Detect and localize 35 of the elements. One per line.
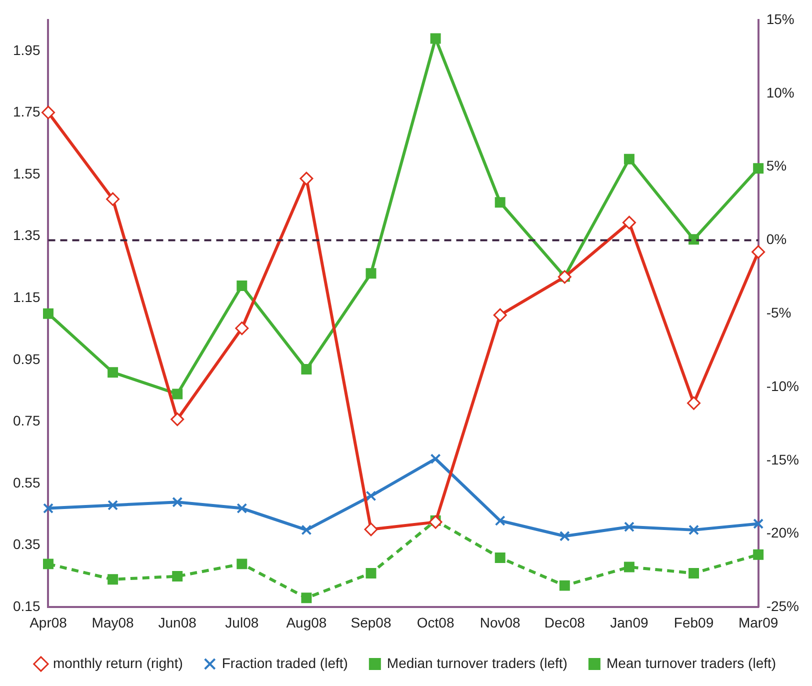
y-tick-label: 0.95 [13, 350, 40, 367]
y2-tick-label: -25% [766, 598, 800, 614]
y2-tick-label: 15% [766, 10, 794, 27]
x-tick-label: Mar09 [738, 614, 778, 630]
x-tick-label: Jan09 [610, 614, 648, 630]
x-tick-label: Feb09 [674, 614, 714, 630]
x-tick-label: Dec08 [544, 614, 586, 630]
y-tick-label: 1.35 [13, 227, 40, 244]
y2-tick-label: 10% [766, 84, 794, 100]
x-tick-label: Aug08 [286, 614, 327, 630]
y-tick-label: 1.95 [13, 42, 40, 58]
y-tick-label: 0.55 [13, 474, 40, 490]
y2-tick-label: -15% [766, 451, 800, 468]
y-tick-label: 0.15 [13, 598, 40, 614]
y-tick-label: 1.15 [13, 289, 40, 306]
legend-label: monthly return (right) [52, 654, 183, 671]
y2-tick-label: -5% [766, 304, 792, 320]
x-tick-label: Sep08 [350, 614, 392, 630]
y-tick-label: 1.55 [13, 165, 40, 182]
y2-tick-label: 0% [766, 231, 787, 248]
x-tick-label: Oct08 [416, 614, 454, 630]
x-tick-label: Nov08 [480, 614, 521, 630]
y-tick-label: 1.75 [13, 104, 40, 120]
y-tick-label: 0.35 [13, 536, 40, 552]
x-tick-label: Apr08 [30, 614, 68, 630]
y2-tick-label: 5% [766, 158, 787, 174]
y2-tick-label: -10% [766, 378, 800, 394]
legend-label: Fraction traded (left) [222, 654, 348, 671]
legend-label: Median turnover traders (left) [386, 654, 568, 671]
legend-label: Mean turnover traders (left) [606, 654, 776, 671]
x-tick-label: Jul08 [225, 614, 259, 630]
y-tick-label: 0.75 [13, 412, 40, 429]
x-tick-label: Jun08 [158, 614, 197, 630]
y2-tick-label: -20% [766, 524, 800, 541]
x-tick-label: May08 [92, 614, 134, 630]
